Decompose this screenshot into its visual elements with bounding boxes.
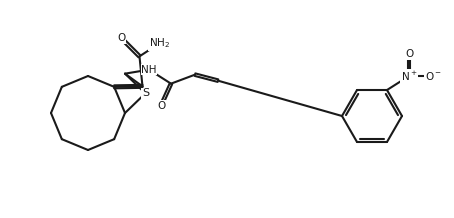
Text: S: S <box>142 88 149 98</box>
Text: O: O <box>405 49 413 59</box>
Text: O: O <box>117 33 126 43</box>
Text: O$^-$: O$^-$ <box>424 70 441 82</box>
Text: NH$_2$: NH$_2$ <box>149 36 170 50</box>
Text: NH: NH <box>141 65 157 75</box>
Text: O: O <box>157 101 165 111</box>
Text: N$^+$: N$^+$ <box>401 70 417 83</box>
